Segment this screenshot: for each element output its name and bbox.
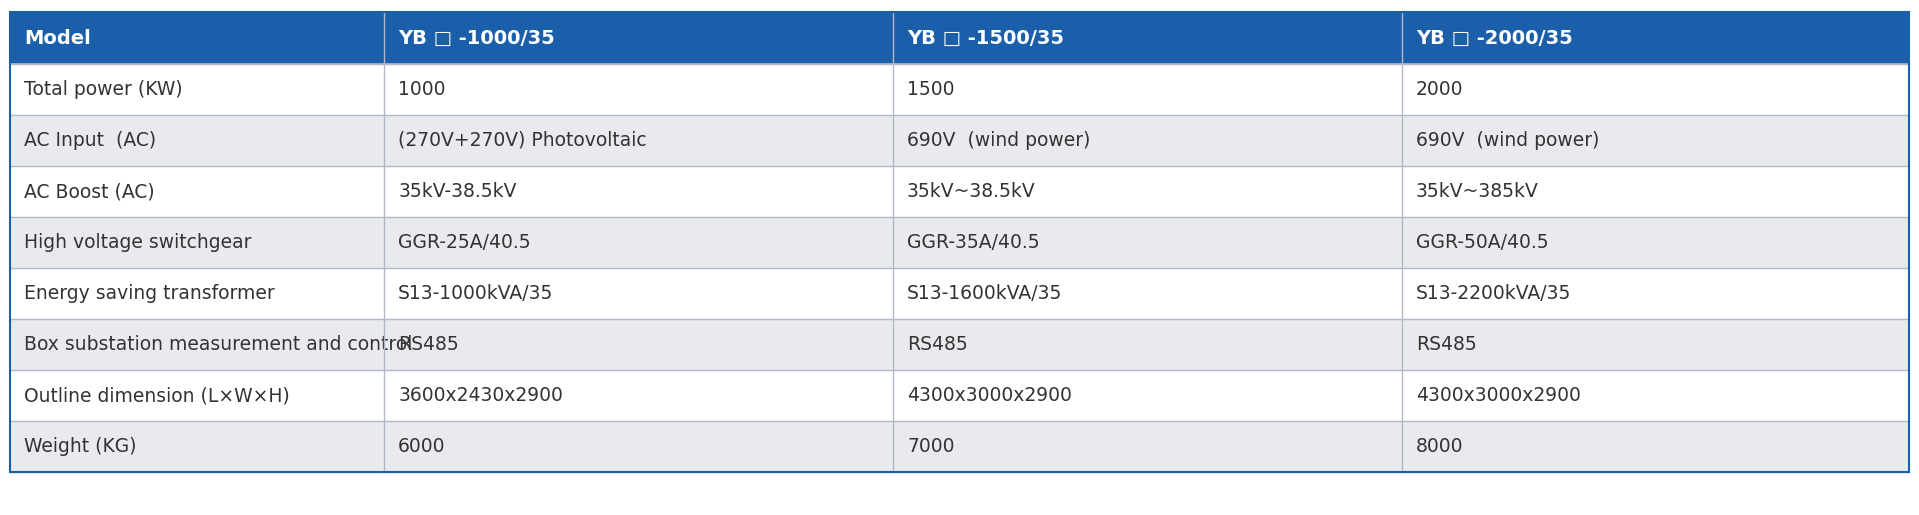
Bar (892, 12, 1403, 64)
Text: Box substation measurement and control: Box substation measurement and control (25, 335, 413, 354)
Text: 4300x3000x2900: 4300x3000x2900 (908, 386, 1073, 405)
Bar (10, 64, 384, 115)
Text: High voltage switchgear: High voltage switchgear (25, 233, 251, 252)
Bar (1403, 370, 1909, 421)
Bar (1403, 166, 1909, 217)
Bar (10, 12, 384, 64)
Text: AC Boost (AC): AC Boost (AC) (25, 182, 155, 201)
Bar (384, 64, 892, 115)
Bar (10, 115, 384, 166)
Text: 8000: 8000 (1416, 437, 1464, 456)
Bar (892, 319, 1403, 370)
Bar (384, 268, 892, 319)
Bar (892, 115, 1403, 166)
Bar (1403, 421, 1909, 472)
Text: 1000: 1000 (397, 80, 445, 99)
Text: (270V+270V) Photovoltaic: (270V+270V) Photovoltaic (397, 131, 647, 150)
Text: Outline dimension (L×W×H): Outline dimension (L×W×H) (25, 386, 290, 405)
Text: RS485: RS485 (1416, 335, 1478, 354)
Bar (892, 64, 1403, 115)
Text: S13-1000kVA/35: S13-1000kVA/35 (397, 284, 553, 303)
Bar (384, 115, 892, 166)
Text: YB □ -2000/35: YB □ -2000/35 (1416, 28, 1574, 47)
Text: 7000: 7000 (908, 437, 954, 456)
Bar (10, 166, 384, 217)
Bar (892, 166, 1403, 217)
Bar (384, 217, 892, 268)
Bar (1403, 217, 1909, 268)
Text: 6000: 6000 (397, 437, 445, 456)
Bar (1403, 64, 1909, 115)
Text: 690V  (wind power): 690V (wind power) (1416, 131, 1599, 150)
Bar (10, 319, 384, 370)
Bar (10, 421, 384, 472)
Bar (892, 217, 1403, 268)
Text: Energy saving transformer: Energy saving transformer (25, 284, 274, 303)
Bar (1403, 268, 1909, 319)
Bar (892, 421, 1403, 472)
Bar (384, 319, 892, 370)
Text: Model: Model (25, 28, 90, 47)
Bar (10, 12, 1909, 472)
Bar (10, 217, 384, 268)
Text: 2000: 2000 (1416, 80, 1464, 99)
Text: RS485: RS485 (397, 335, 459, 354)
Text: YB □ -1500/35: YB □ -1500/35 (908, 28, 1063, 47)
Bar (1403, 12, 1909, 64)
Text: Total power (KW): Total power (KW) (25, 80, 182, 99)
Bar (1403, 115, 1909, 166)
Bar (10, 370, 384, 421)
Text: S13-1600kVA/35: S13-1600kVA/35 (908, 284, 1063, 303)
Bar (892, 370, 1403, 421)
Text: YB □ -1000/35: YB □ -1000/35 (397, 28, 555, 47)
Bar (1403, 319, 1909, 370)
Text: 35kV-38.5kV: 35kV-38.5kV (397, 182, 516, 201)
Bar (384, 166, 892, 217)
Text: GGR-50A/40.5: GGR-50A/40.5 (1416, 233, 1549, 252)
Bar (384, 370, 892, 421)
Text: GGR-25A/40.5: GGR-25A/40.5 (397, 233, 532, 252)
Text: 1500: 1500 (908, 80, 954, 99)
Bar (384, 12, 892, 64)
Text: 3600x2430x2900: 3600x2430x2900 (397, 386, 562, 405)
Bar (384, 421, 892, 472)
Text: 35kV~385kV: 35kV~385kV (1416, 182, 1539, 201)
Text: RS485: RS485 (908, 335, 967, 354)
Text: 4300x3000x2900: 4300x3000x2900 (1416, 386, 1581, 405)
Bar (10, 268, 384, 319)
Text: GGR-35A/40.5: GGR-35A/40.5 (908, 233, 1040, 252)
Text: 690V  (wind power): 690V (wind power) (908, 131, 1090, 150)
Bar (892, 268, 1403, 319)
Text: S13-2200kVA/35: S13-2200kVA/35 (1416, 284, 1572, 303)
Text: Weight (KG): Weight (KG) (25, 437, 136, 456)
Text: 35kV~38.5kV: 35kV~38.5kV (908, 182, 1036, 201)
Text: AC Input  (AC): AC Input (AC) (25, 131, 155, 150)
